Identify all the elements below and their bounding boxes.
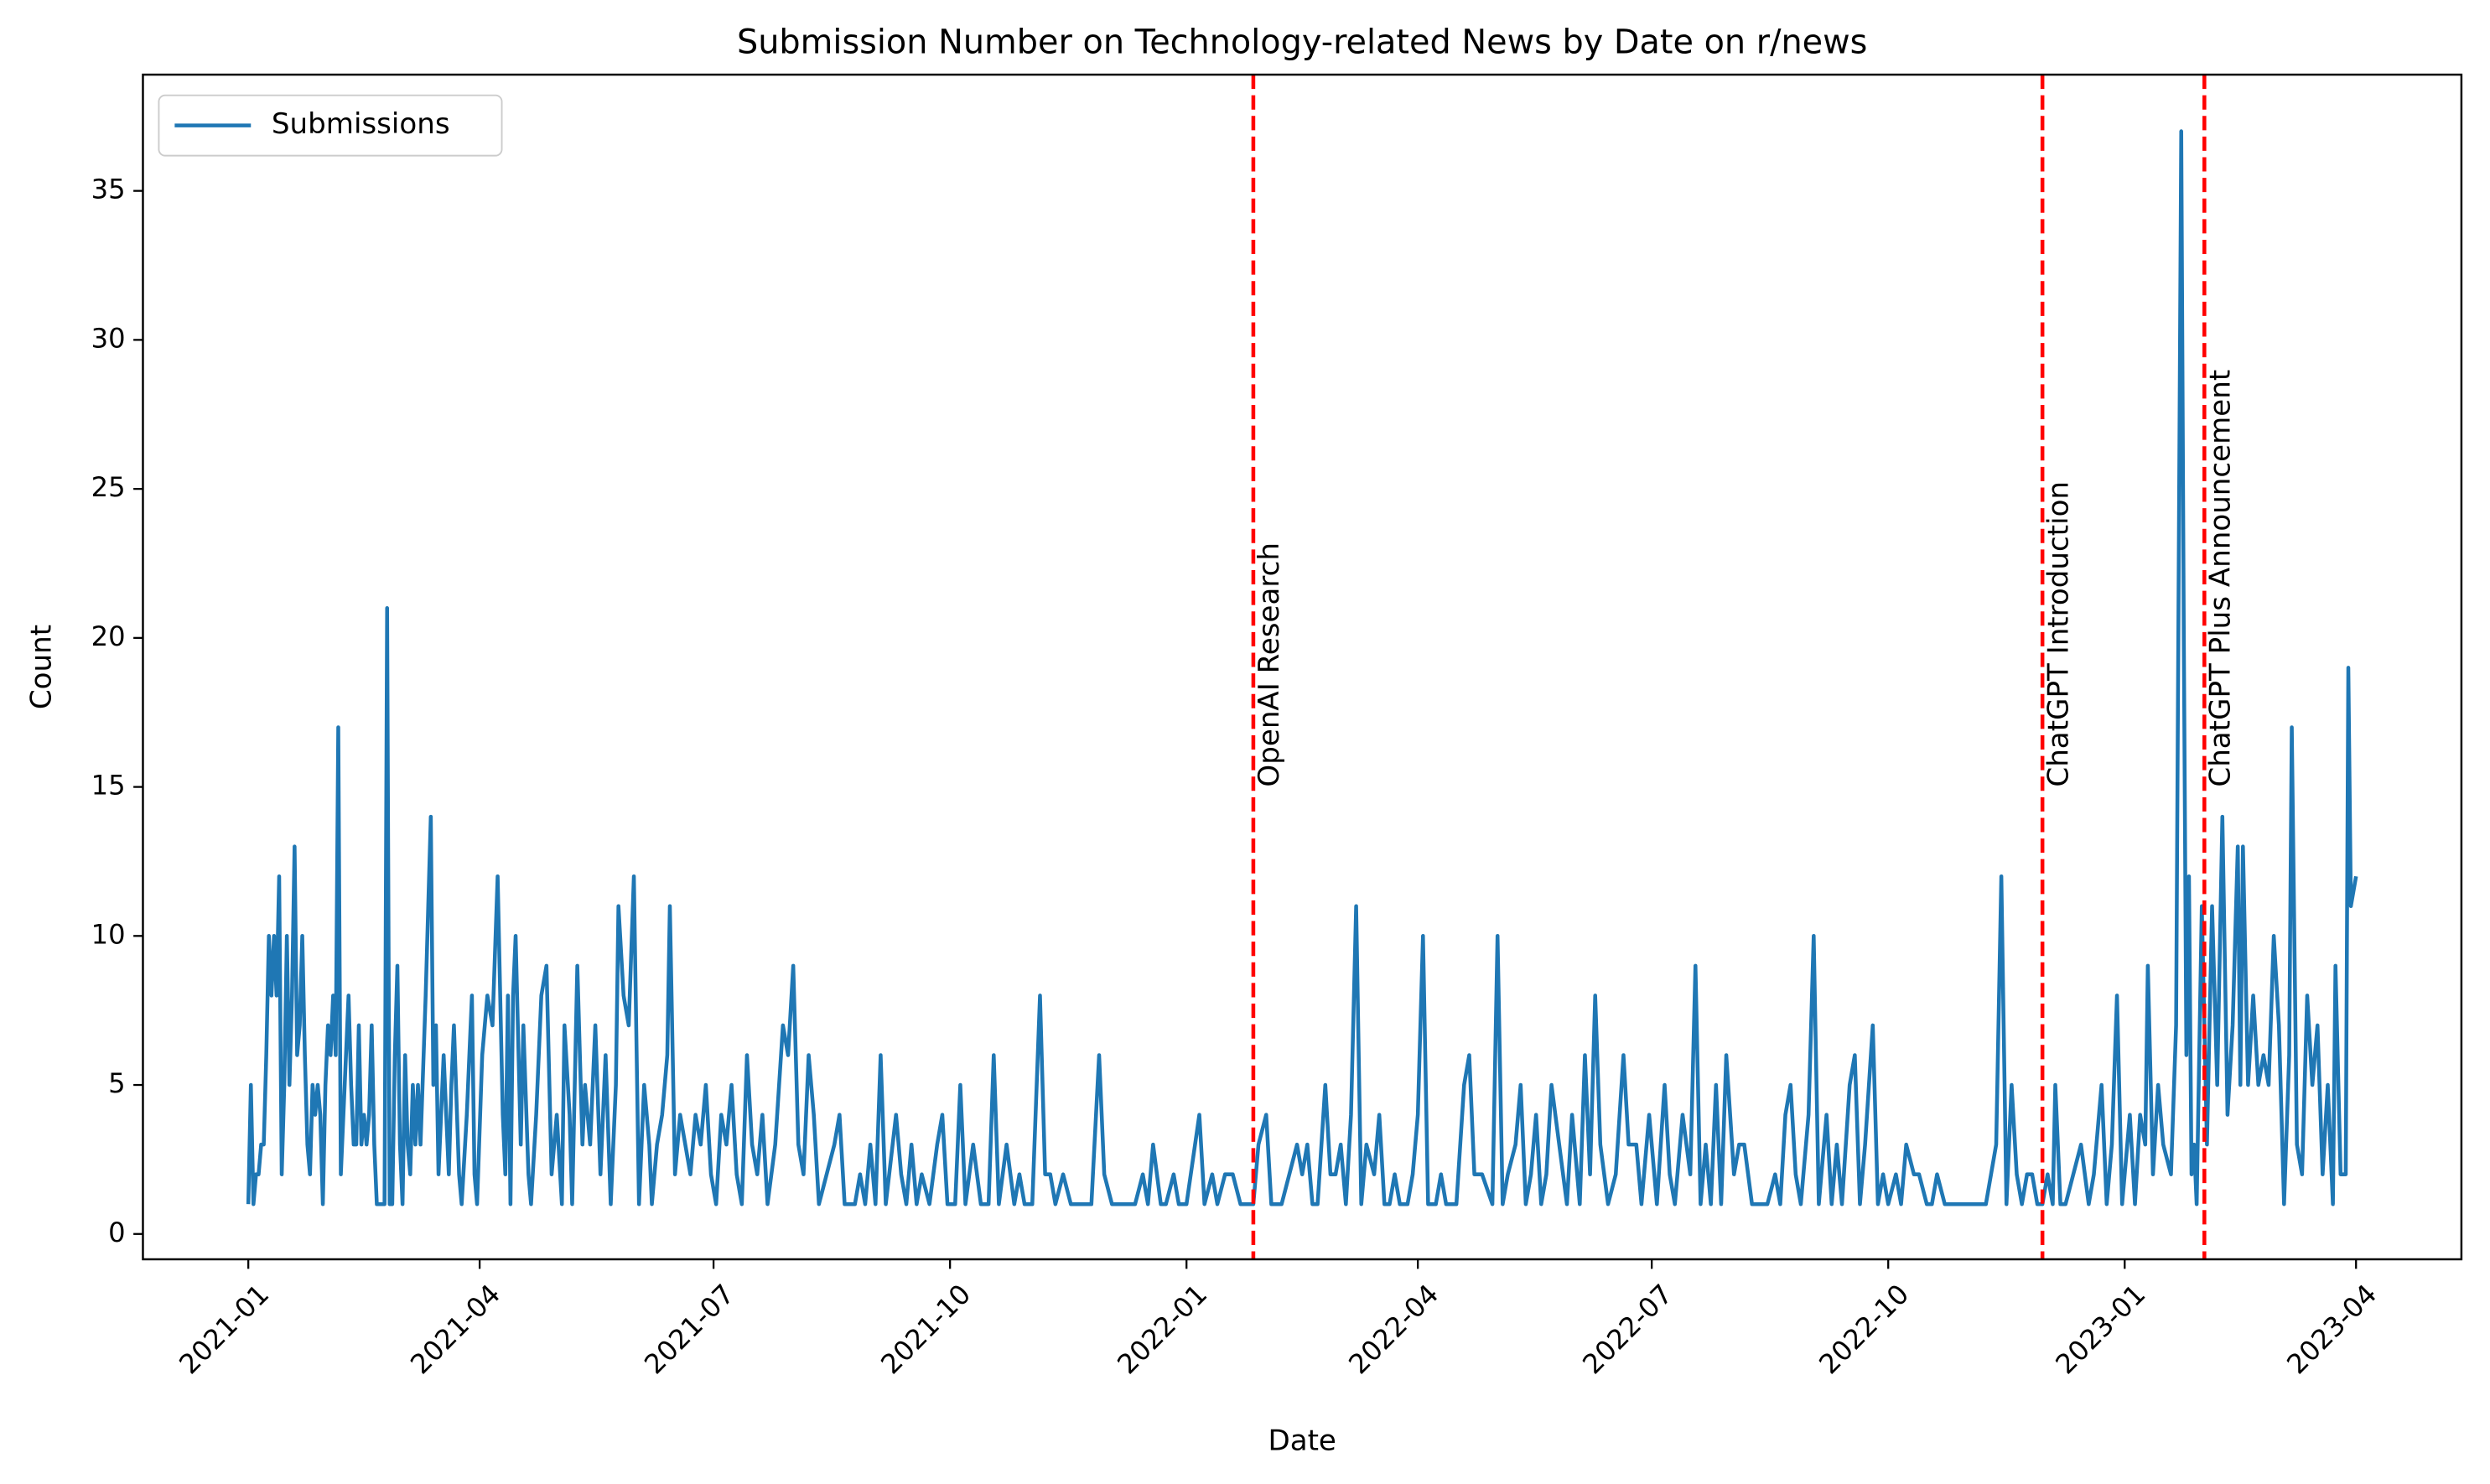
x-axis-label: Date xyxy=(1268,1424,1336,1457)
plot-frame xyxy=(142,73,2463,1261)
y-tick-label: 20 xyxy=(91,620,126,652)
y-tick-label: 30 xyxy=(91,322,126,354)
y-tick-label: 15 xyxy=(91,770,126,802)
y-tick-label: 25 xyxy=(91,471,126,503)
y-tick-label: 10 xyxy=(91,918,126,950)
legend-box xyxy=(158,94,503,157)
legend-label: Submissions xyxy=(272,107,450,141)
event-label: OpenAI Research xyxy=(1253,542,1286,787)
event-label: ChatGPT Plus Announcement xyxy=(2204,370,2238,787)
y-tick-label: 0 xyxy=(108,1217,125,1248)
data-line xyxy=(246,129,2358,1206)
event-label: ChatGPT Introduction xyxy=(2041,481,2075,787)
chart-title: Submission Number on Technology-related … xyxy=(737,23,1867,62)
y-tick-label: 35 xyxy=(91,174,126,205)
y-tick-label: 5 xyxy=(108,1067,125,1099)
y-axis-label: Count xyxy=(25,625,59,709)
